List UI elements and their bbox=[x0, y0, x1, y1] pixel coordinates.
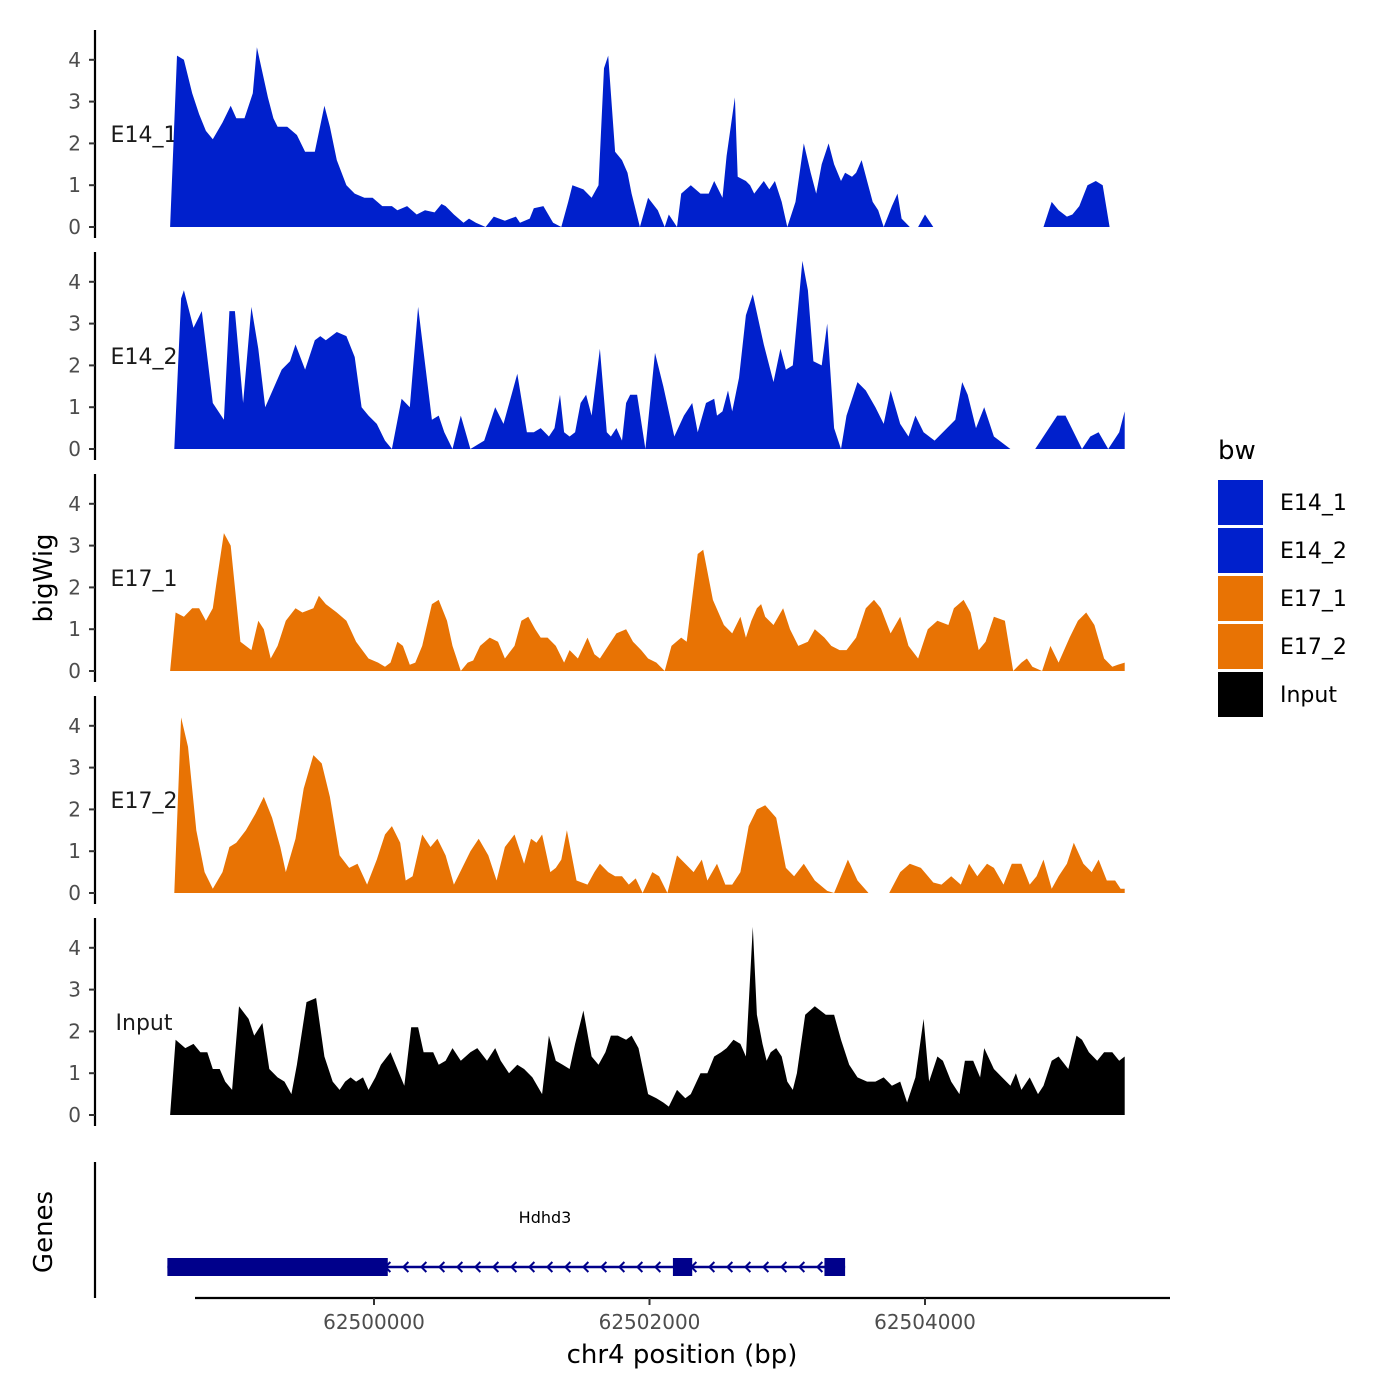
signal-area-e17_1 bbox=[170, 533, 1125, 671]
y-tick-label: 0 bbox=[68, 215, 81, 239]
legend-title: bw bbox=[1218, 436, 1256, 466]
strand-arrow bbox=[401, 1261, 410, 1273]
y-tick-label: 2 bbox=[68, 797, 81, 821]
track-panel-e14_1: 0 1 2 3 4 E14_1 bbox=[68, 30, 1110, 239]
legend-label: E17_2 bbox=[1280, 635, 1347, 660]
y-tick-label: 4 bbox=[68, 270, 81, 294]
y-tick-label: 1 bbox=[68, 617, 81, 641]
y-axis-title: bigWig bbox=[29, 533, 59, 622]
y-tick-label: 1 bbox=[68, 839, 81, 863]
gene-label: Hdhd3 bbox=[519, 1208, 572, 1227]
track-label: E17_1 bbox=[111, 567, 178, 592]
track-panels: 0 1 2 3 4 E14_1 0 1 2 3 4 E14_2 0 1 2 3 4 E17_1 0 1 2 3 4 E17_2… bbox=[68, 30, 1125, 1127]
y-tick-label: 3 bbox=[68, 90, 81, 114]
y-tick-label: 3 bbox=[68, 756, 81, 780]
strand-arrow bbox=[527, 1261, 536, 1273]
y-tick-label: 2 bbox=[68, 353, 81, 377]
legend: E14_1 E14_2 E17_1 E17_2 Input bbox=[1218, 480, 1347, 717]
strand-arrow bbox=[617, 1261, 626, 1273]
strand-arrow bbox=[437, 1261, 446, 1273]
y-tick-label: 4 bbox=[68, 492, 81, 516]
y-tick-label: 0 bbox=[68, 881, 81, 905]
y-tick-label: 0 bbox=[68, 659, 81, 683]
strand-arrow bbox=[473, 1261, 482, 1273]
signal-area-e14_1 bbox=[170, 47, 1110, 227]
y-tick-label: 4 bbox=[68, 936, 81, 960]
x-axis-ticks: 62500000 62502000 62504000 bbox=[323, 1298, 976, 1334]
signal-area-e14_2 bbox=[174, 260, 1125, 449]
track-label: Input bbox=[116, 1011, 173, 1036]
y-tick-label: 0 bbox=[68, 1103, 81, 1127]
y-tick-label: 1 bbox=[68, 1061, 81, 1085]
strand-arrow bbox=[815, 1261, 824, 1273]
x-tick-label: 62500000 bbox=[323, 1310, 425, 1334]
track-panel-e17_2: 0 1 2 3 4 E17_2 bbox=[68, 696, 1125, 905]
x-tick-label: 62504000 bbox=[874, 1310, 976, 1334]
y-tick-label: 2 bbox=[68, 575, 81, 599]
strand-arrow bbox=[509, 1261, 518, 1273]
signal-area-input bbox=[170, 926, 1125, 1115]
genes-axis-title: Genes bbox=[29, 1191, 59, 1273]
gene-exon bbox=[824, 1258, 846, 1276]
track-label: E14_2 bbox=[111, 345, 178, 370]
track-panel-e17_1: 0 1 2 3 4 E17_1 bbox=[68, 474, 1125, 683]
y-tick-label: 1 bbox=[68, 173, 81, 197]
strand-arrow bbox=[635, 1261, 644, 1273]
strand-arrow bbox=[743, 1261, 752, 1273]
legend-swatch-e14_1 bbox=[1218, 480, 1263, 525]
strand-arrow bbox=[761, 1261, 770, 1273]
y-tick-label: 0 bbox=[68, 437, 81, 461]
track-label: E14_1 bbox=[111, 123, 178, 148]
strand-arrow bbox=[419, 1261, 428, 1273]
legend-swatch-input bbox=[1218, 672, 1263, 717]
strand-arrow bbox=[779, 1261, 788, 1273]
track-panel-e14_2: 0 1 2 3 4 E14_2 bbox=[68, 252, 1125, 461]
legend-label: Input bbox=[1280, 683, 1337, 708]
track-label: E17_2 bbox=[111, 789, 178, 814]
strand-arrow bbox=[545, 1261, 554, 1273]
signal-area-e17_2 bbox=[174, 717, 1125, 893]
x-tick-label: 62502000 bbox=[599, 1310, 701, 1334]
strand-arrow bbox=[563, 1261, 572, 1273]
legend-swatch-e17_1 bbox=[1218, 576, 1263, 621]
y-tick-label: 3 bbox=[68, 534, 81, 558]
strand-arrow bbox=[581, 1261, 590, 1273]
y-tick-label: 3 bbox=[68, 312, 81, 336]
strand-arrow bbox=[491, 1261, 500, 1273]
legend-swatch-e17_2 bbox=[1218, 624, 1263, 669]
gene-track: Hdhd3 bbox=[167, 1208, 846, 1276]
strand-arrow bbox=[797, 1261, 806, 1273]
y-tick-label: 2 bbox=[68, 131, 81, 155]
strand-arrow bbox=[653, 1261, 662, 1273]
strand-arrow bbox=[455, 1261, 464, 1273]
strand-arrow bbox=[707, 1261, 716, 1273]
gene-exon bbox=[167, 1258, 388, 1276]
legend-label: E14_2 bbox=[1280, 539, 1347, 564]
legend-label: E17_1 bbox=[1280, 587, 1347, 612]
x-axis-title: chr4 position (bp) bbox=[567, 1340, 798, 1370]
y-tick-label: 4 bbox=[68, 48, 81, 72]
track-panel-input: 0 1 2 3 4 Input bbox=[68, 918, 1125, 1127]
gene-exon bbox=[672, 1258, 693, 1276]
legend-swatch-e14_2 bbox=[1218, 528, 1263, 573]
y-tick-label: 4 bbox=[68, 714, 81, 738]
legend-label: E14_1 bbox=[1280, 491, 1347, 516]
strand-arrow bbox=[725, 1261, 734, 1273]
y-tick-label: 3 bbox=[68, 978, 81, 1002]
y-tick-label: 2 bbox=[68, 1019, 81, 1043]
y-tick-label: 1 bbox=[68, 395, 81, 419]
strand-arrow bbox=[599, 1261, 608, 1273]
